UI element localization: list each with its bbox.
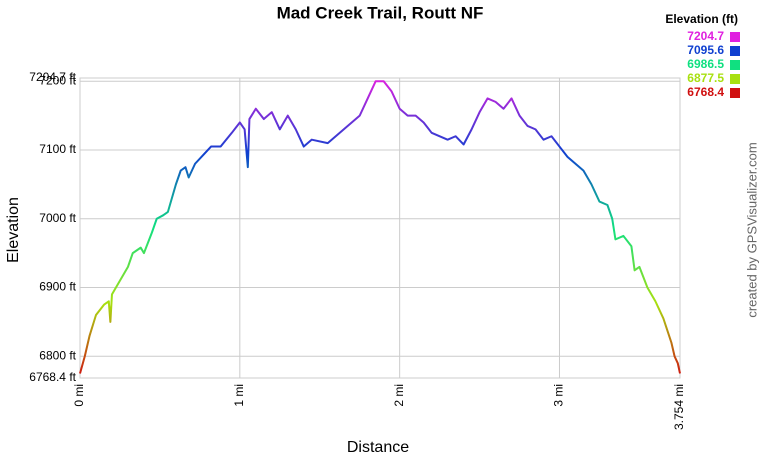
plot-frame <box>79 77 681 379</box>
chart-title: Mad Creek Trail, Routt NF <box>277 3 484 22</box>
x-tick-label: 0 mi <box>72 384 86 407</box>
legend-swatch <box>730 46 740 56</box>
y-tick-label: 7000 ft <box>39 211 76 225</box>
legend-title: Elevation (ft) <box>665 12 738 26</box>
legend-value: 6986.5 <box>687 57 724 71</box>
legend-swatch <box>730 60 740 70</box>
x-tick-label: 3.754 mi <box>672 384 686 430</box>
y-tick-label: 6768.4 ft <box>29 370 76 384</box>
y-tick-label: 7200 ft <box>39 73 76 87</box>
credit: created by GPSVisualizer.com <box>744 142 759 317</box>
x-axis-label: Distance <box>347 439 409 456</box>
y-tick-label: 7204.7 ft <box>29 70 76 84</box>
y-tick-label: 6900 ft <box>39 280 76 294</box>
legend-swatch <box>730 32 740 42</box>
legend-swatch <box>730 88 740 98</box>
y-axis-label: Elevation <box>5 197 22 263</box>
x-tick-label: 2 mi <box>392 384 406 407</box>
x-tick-label: 3 mi <box>552 384 566 407</box>
legend-value: 7095.6 <box>687 43 724 57</box>
x-tick-label: 1 mi <box>232 384 246 407</box>
y-tick-label: 7100 ft <box>39 142 76 156</box>
y-tick-label: 6800 ft <box>39 348 76 362</box>
legend-value: 6877.5 <box>687 71 724 85</box>
elevation-line <box>79 80 681 374</box>
legend-value: 6768.4 <box>687 85 724 99</box>
legend-value: 7204.7 <box>687 29 724 43</box>
legend-swatch <box>730 74 740 84</box>
